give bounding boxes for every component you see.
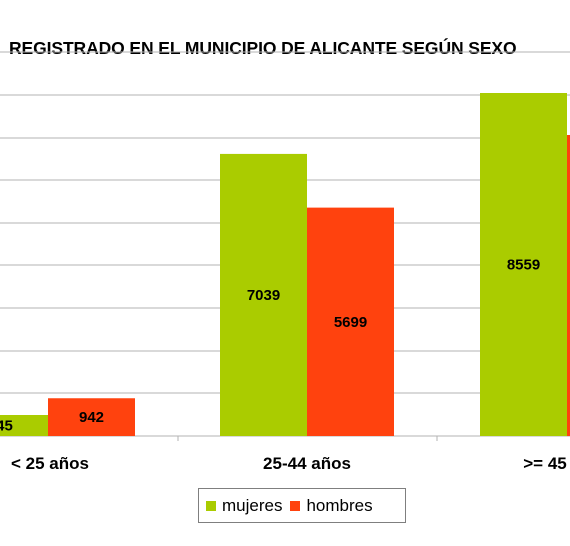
bar-mujeres-0 xyxy=(0,415,48,436)
legend: mujeres hombres xyxy=(198,488,406,523)
legend-label-hombres: hombres xyxy=(306,495,373,515)
legend-label-mujeres: mujeres xyxy=(222,495,283,515)
bar-mujeres-2 xyxy=(480,93,567,436)
legend-swatch-mujeres xyxy=(206,500,216,511)
data-label-mujeres-0: 45 xyxy=(0,418,13,435)
category-label-0: < 25 años xyxy=(11,454,89,473)
bar-mujeres-1 xyxy=(220,153,307,437)
bar-hombres-0 xyxy=(48,398,135,436)
legend-item-mujeres: mujeres xyxy=(206,496,282,516)
data-label-mujeres-2: 8559 xyxy=(507,257,540,274)
chart-title: REGISTRADO EN EL MUNICIPIO DE ALICANTE S… xyxy=(9,38,517,58)
category-label-1: 25-44 años xyxy=(263,454,351,473)
bar-hombres-2 xyxy=(567,135,570,436)
data-label-hombres-0: 942 xyxy=(79,409,104,426)
bar-hombres-1 xyxy=(307,207,394,436)
data-label-hombres-1: 5699 xyxy=(334,314,367,331)
legend-swatch-hombres xyxy=(290,500,301,511)
legend-item-hombres: hombres xyxy=(290,495,373,516)
category-label-2: >= 45 xyxy=(523,454,567,473)
data-label-mujeres-1: 7039 xyxy=(247,287,280,304)
